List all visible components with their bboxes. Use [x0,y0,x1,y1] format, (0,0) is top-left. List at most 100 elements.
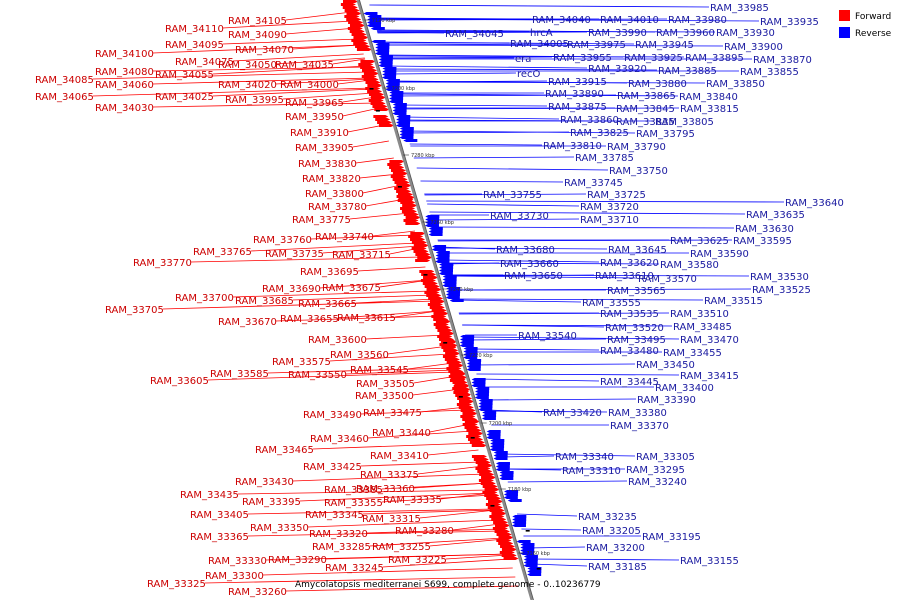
gene-arrow-reverse [504,490,519,493]
left-gene-label: RAM_34095 [165,40,224,51]
left-gene-label: RAM_33965 [285,98,344,109]
left-gene-label: RAM_34030 [95,103,154,114]
left-gene-label: RAM_33950 [285,112,344,123]
gene-arrow-forward [413,244,429,247]
gene-arrow-reverse [466,362,481,365]
gene-arrow-reverse [499,477,514,480]
left-gene-label: RAM_33575 [272,357,331,368]
gene-arrow-forward [342,6,358,9]
scale-tick-label: 7240 kbp [450,287,474,293]
left-gene-label: RAM_33435 [180,490,239,501]
right-gene-label: RAM_33620 [600,258,659,269]
leader-line-forward [190,256,423,263]
gene-arrow-forward [356,48,372,51]
scale-tick-label: 7200 kbp [392,86,416,92]
gene-arrow-forward [457,397,473,400]
right-gene-label: RAM_33305 [636,452,695,463]
gene-arrow-forward [349,24,365,27]
left-gene-label: RAM_33765 [193,247,252,258]
gene-arrow-forward [426,288,442,291]
leader-line-reverse [384,55,685,58]
gene-arrow-forward [343,0,358,3]
scale-tick-label: 7280 kbp [411,153,435,159]
gene-arrow-forward [417,256,433,259]
gene-arrow-reverse [486,430,501,433]
leader-line-forward [275,57,365,65]
left-gene-label: RAM_33330 [208,556,267,567]
gene-arrow-reverse [474,393,489,396]
leader-line-forward [232,53,364,62]
right-gene-label: RAM_33790 [607,142,666,153]
right-gene-label: RAM_33650 [504,271,563,282]
left-gene-label: RAM_33550 [288,370,347,381]
gene-arrow-forward [353,42,369,45]
gene-arrow-reverse [378,64,393,67]
right-gene-label: RAM_33895 [685,53,744,64]
left-gene-label: RAM_33405 [190,510,249,521]
gene-arrow-reverse [435,257,450,260]
scale-tick-label: 7180 kbp [508,487,532,493]
gene-arrow-reverse [523,558,538,561]
leader-line-forward [152,77,371,85]
gene-arrow-reverse [428,233,443,236]
gene-arrow-forward [410,232,426,235]
gene-arrow-forward [389,166,405,169]
gene-arrow-forward [485,503,501,506]
gene-arrow-forward [466,429,482,432]
gene-arrow-reverse [512,518,527,521]
leader-line-forward [360,409,467,415]
right-gene-label: RAM_33660 [500,259,559,270]
gene-arrow-forward [460,409,476,412]
gene-arrow-forward [494,524,510,527]
gene-arrow-forward [368,99,384,102]
right-gene-label: RAM_33795 [636,129,695,140]
leader-line-forward [367,430,474,439]
gene-arrow-forward [405,222,421,225]
leader-line-forward [247,508,496,515]
left-gene-label: RAM_33425 [303,462,362,473]
leader-line-forward [92,87,374,97]
gene-arrow-reverse [503,496,518,499]
gene-arrow-forward [429,306,445,309]
right-gene-label: RAM_33240 [628,477,687,488]
leader-line-reverse [477,378,600,382]
leader-line-forward [365,334,446,340]
gene-arrow-forward [422,282,438,285]
gene-arrow-forward [501,548,517,551]
leader-line-reverse [424,193,587,196]
right-gene-label: RAM_33195 [642,532,701,543]
gene-arrow-reverse [375,52,390,55]
leader-line-forward [319,279,430,289]
gene-arrow-reverse [493,454,508,457]
gene-arrow-reverse [527,570,542,573]
gene-arrow-forward [400,201,416,204]
gene-arrow-forward [458,406,474,409]
left-gene-label: RAM_33315 [362,514,421,525]
gene-arrow-reverse [449,299,464,302]
leader-line-forward [162,300,436,310]
right-gene-label: RAM_33805 [655,117,714,128]
gene-arrow-reverse [446,290,461,293]
leader-line-forward [267,367,455,374]
leader-line-forward [275,78,371,85]
gene-arrow-reverse [363,12,378,15]
leader-line-forward [369,537,505,547]
left-gene-label: RAM_33995 [225,95,284,106]
leader-line-forward [282,92,375,100]
left-gene-label: RAM_33655 [280,314,339,325]
leader-line-forward [299,492,491,502]
gene-arrow-reverse [439,266,454,269]
leader-line-reverse [443,259,600,263]
leader-line-forward [429,538,505,547]
right-gene-label: RAM_33680 [496,245,555,256]
gene-arrow-forward [360,66,376,69]
gene-arrow-forward [460,415,476,418]
gene-arrow-forward [349,30,365,33]
scale-tick-label: 7200 kbp [489,421,513,427]
right-gene-label: RAM_33815 [680,104,739,115]
right-gene-label: RAM_33495 [607,335,666,346]
leader-line-reverse [395,93,679,97]
leader-line-forward [307,519,499,528]
right-gene-label: RAM_33510 [670,309,729,320]
